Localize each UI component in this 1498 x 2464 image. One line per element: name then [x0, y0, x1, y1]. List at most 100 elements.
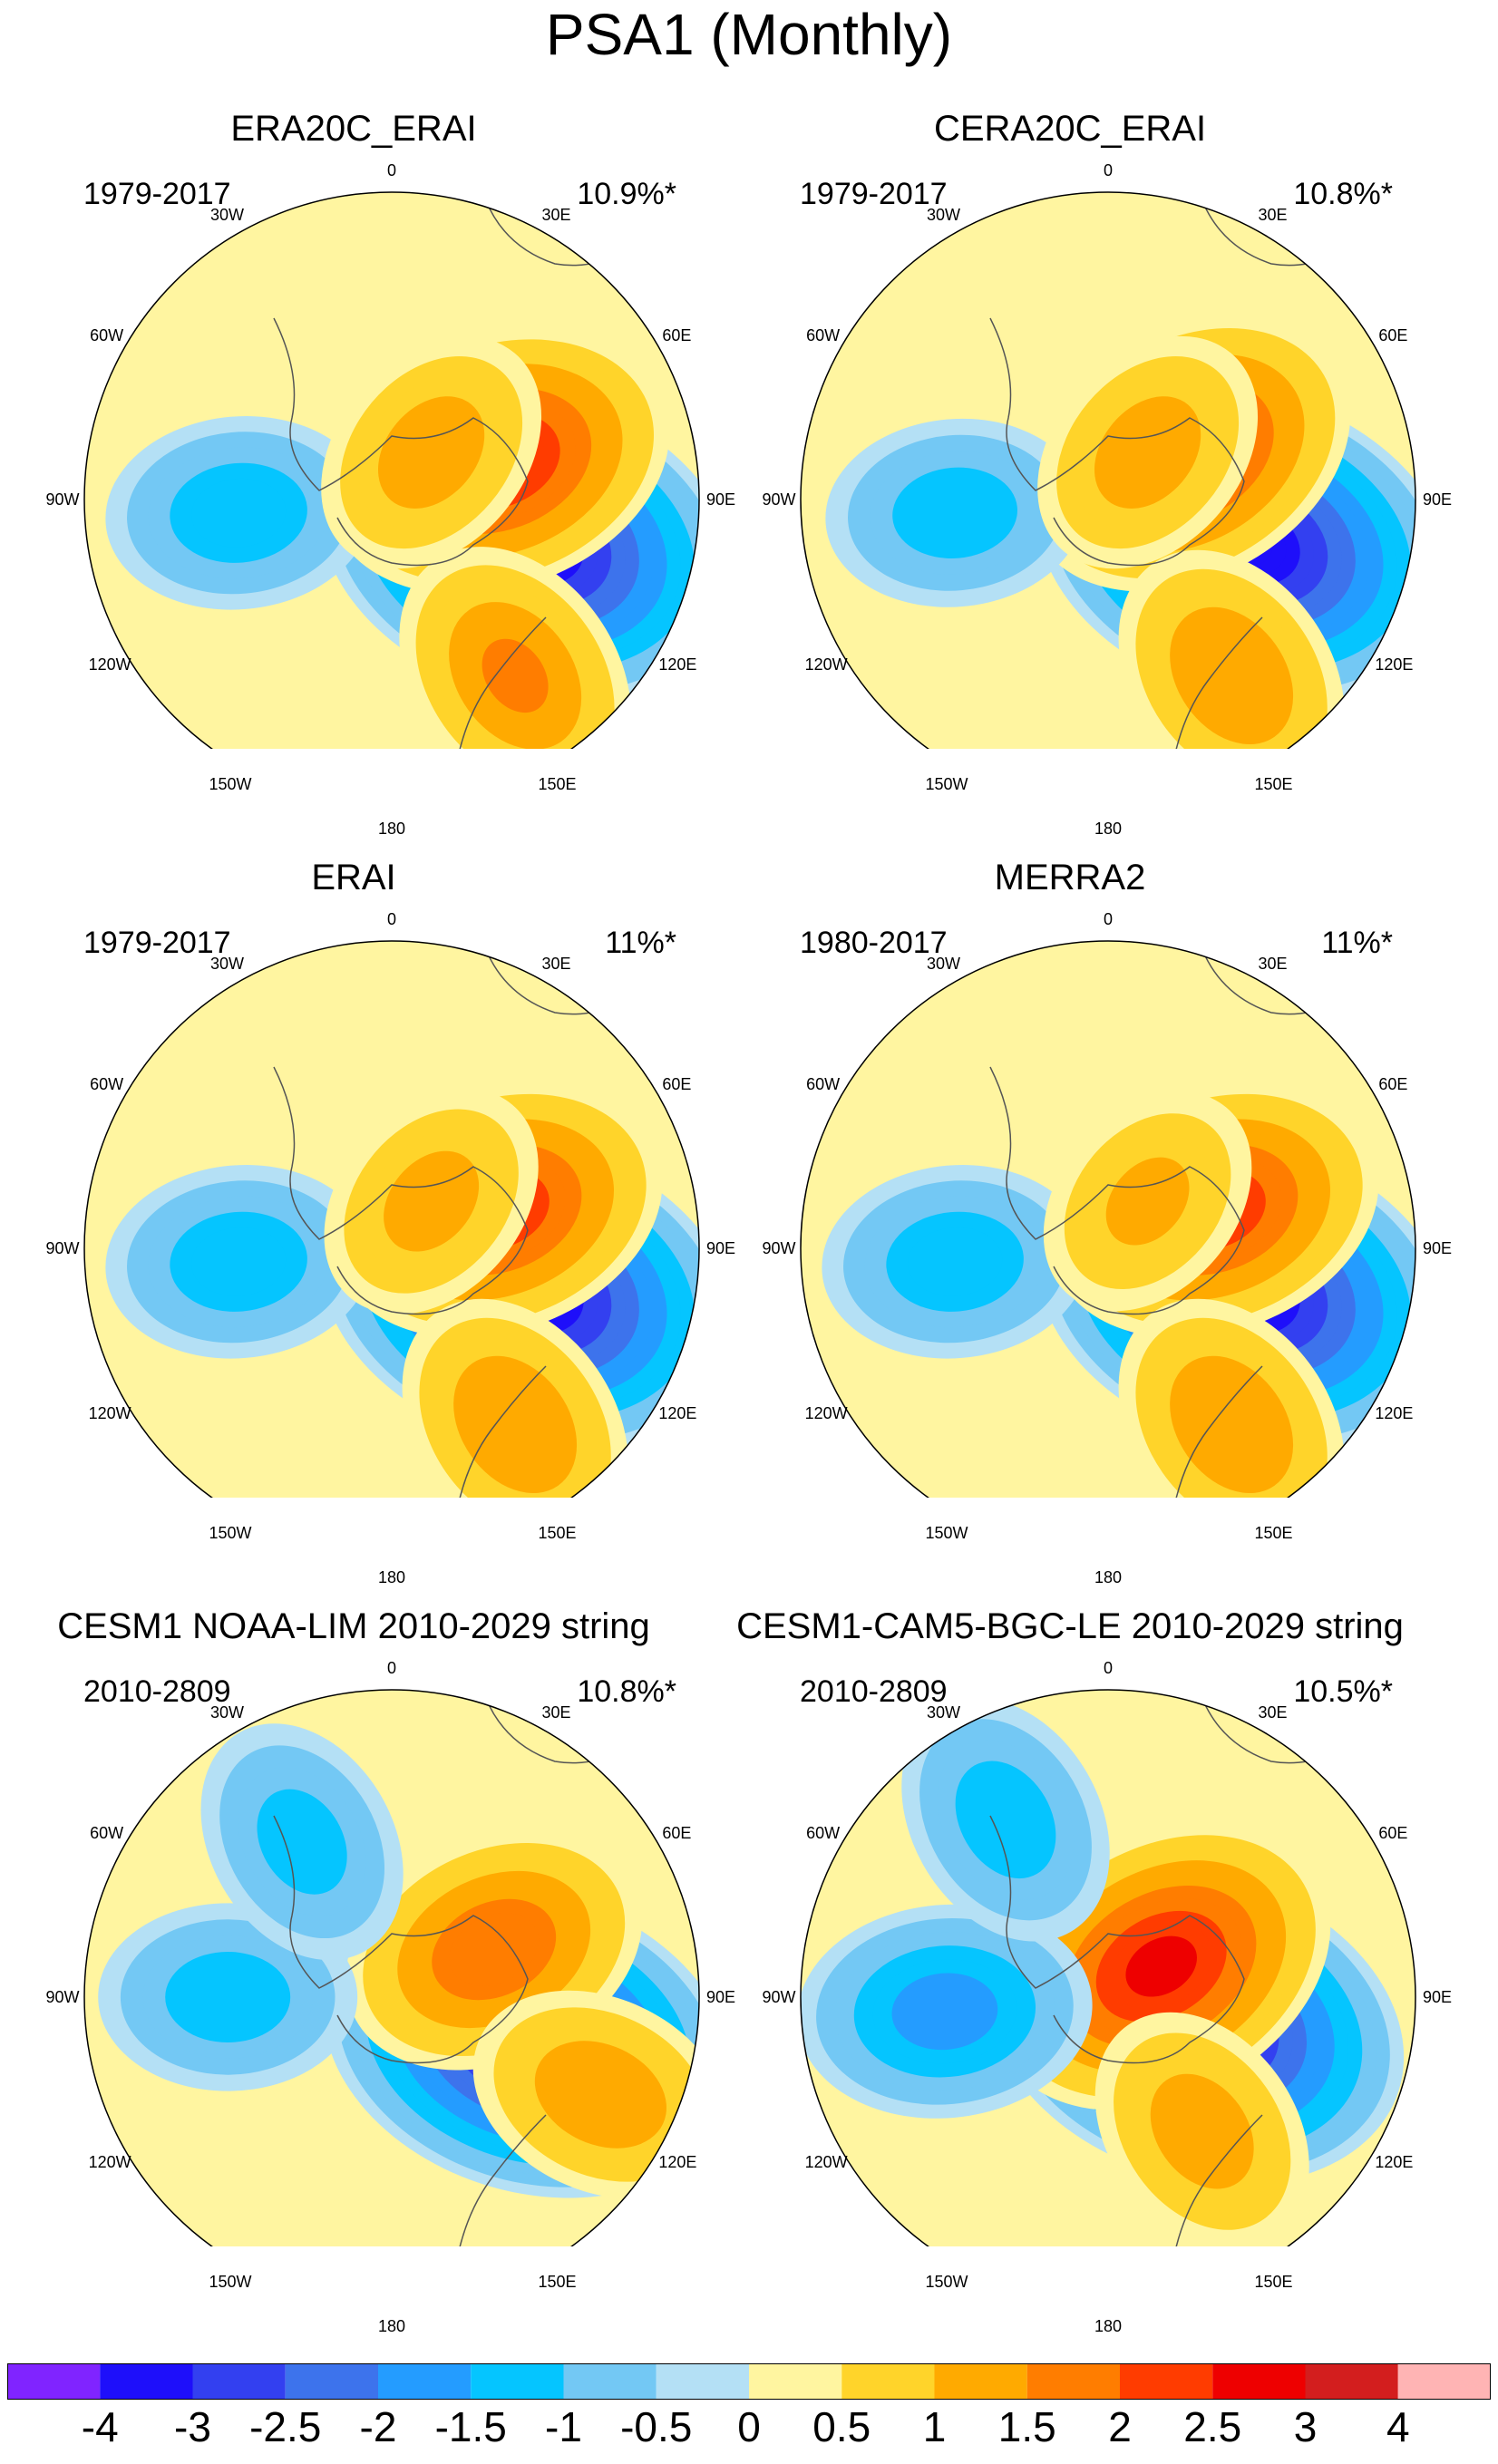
- longitude-label-150w: 150W: [925, 775, 968, 794]
- longitude-label-60w: 60W: [806, 325, 841, 344]
- longitude-label-90e: 90E: [1422, 1988, 1453, 2006]
- colorbar-swatch: [1120, 2363, 1213, 2400]
- panel-years: 1979-2017: [83, 926, 231, 960]
- anomaly-5-contour: [555, 2057, 647, 2132]
- longitude-label-90e: 90E: [705, 1239, 736, 1257]
- antarctica-coastline: [989, 1815, 1245, 2064]
- colorbar-tick-label: 2.5: [1183, 2403, 1242, 2450]
- colorbar-tick-label: 0.5: [812, 2403, 871, 2450]
- polar-map: [83, 191, 700, 749]
- antarctica-coastline: [273, 1815, 529, 2064]
- colorbar-tick-label: 4: [1386, 2403, 1410, 2450]
- antarctica-coastline: [273, 317, 529, 567]
- longitude-label-120w: 120W: [88, 1403, 131, 1422]
- australia-coastline: [454, 616, 547, 749]
- longitude-label-30w: 30W: [209, 1702, 244, 1722]
- anomaly-3-contour: [190, 478, 287, 548]
- longitude-label-150e: 150E: [538, 775, 577, 794]
- longitude-label-150w: 150W: [209, 2273, 252, 2292]
- longitude-label-120w: 120W: [804, 1403, 848, 1422]
- colorbar-swatch: [1026, 2363, 1120, 2400]
- longitude-label-0: 0: [386, 910, 396, 928]
- anomaly-4-contour: [257, 1789, 347, 1895]
- longitude-label-90w: 90W: [45, 1988, 80, 2006]
- longitude-label-90e: 90E: [1422, 490, 1453, 509]
- anomaly-5-contour: [377, 396, 485, 509]
- longitude-label-150e: 150E: [538, 2273, 577, 2292]
- longitude-label-30e: 30E: [1258, 954, 1288, 973]
- polar-map: [83, 1689, 700, 2246]
- map-panel-4: MERRA2 1980-2017 11%* 0 30E 60E 90E 120E 150E…: [716, 749, 1465, 1586]
- colorbar-swatch: [285, 2363, 378, 2400]
- panel-title: CERA20C_ERAI: [933, 109, 1207, 149]
- colorbar-swatch: [656, 2363, 749, 2400]
- polar-map: [800, 1689, 1416, 2246]
- colorbar-tick-label: -4: [81, 2403, 119, 2450]
- longitude-label-120e: 120E: [658, 1403, 697, 1422]
- longitude-label-60w: 60W: [806, 1074, 841, 1093]
- australia-coastline: [1171, 1365, 1263, 1498]
- colorbar-tick-label: -1.5: [434, 2403, 507, 2450]
- longitude-label-90e: 90E: [705, 490, 736, 509]
- longitude-label-30w: 30W: [926, 1702, 960, 1722]
- panel-years: 2010-2809: [83, 1674, 231, 1709]
- australia-coastline: [454, 1365, 547, 1498]
- longitude-label-30e: 30E: [541, 1702, 571, 1722]
- longitude-label-180: 180: [1094, 820, 1123, 838]
- colorbar-swatch: [100, 2363, 193, 2400]
- map-panel-6: CESM1-CAM5-BGC-LE 2010-2029 string 2010-…: [716, 1498, 1465, 2335]
- colorbar-tick-label: -2: [359, 2403, 397, 2450]
- longitude-label-120w: 120W: [88, 655, 131, 674]
- longitude-label-120e: 120E: [658, 655, 697, 674]
- map-border: [800, 1689, 1416, 2246]
- colorbar-tick-label: 1.5: [997, 2403, 1056, 2450]
- anomaly-4-contour: [1187, 626, 1277, 726]
- longitude-label-90e: 90E: [1422, 1239, 1453, 1257]
- longitude-label-60e: 60E: [662, 1074, 692, 1093]
- longitude-label-180: 180: [377, 2317, 406, 2335]
- longitude-label-60e: 60E: [1378, 1074, 1408, 1093]
- longitude-label-180: 180: [377, 1568, 406, 1586]
- longitude-label-150w: 150W: [209, 775, 252, 794]
- longitude-label-30w: 30W: [926, 954, 960, 973]
- colorbar: [7, 2363, 1491, 2400]
- colorbar-tick-label: 2: [1108, 2403, 1132, 2450]
- colorbar-swatch: [749, 2363, 842, 2400]
- longitude-label-60e: 60E: [662, 325, 692, 344]
- colorbar-swatch: [192, 2363, 286, 2400]
- longitude-label-90w: 90W: [762, 1239, 796, 1257]
- map-border: [83, 1689, 700, 2246]
- polar-map: [800, 940, 1416, 1498]
- longitude-label-60e: 60E: [1378, 325, 1408, 344]
- longitude-label-60w: 60W: [90, 1823, 124, 1842]
- longitude-label-0: 0: [386, 1659, 396, 1677]
- longitude-label-60e: 60E: [662, 1823, 692, 1842]
- map-border: [83, 940, 700, 1498]
- longitude-label-150w: 150W: [925, 1524, 968, 1543]
- polar-map: [800, 191, 1416, 749]
- colorbar-tick-label: 0: [737, 2403, 761, 2450]
- longitude-label-30e: 30E: [1258, 205, 1288, 224]
- anomaly-4-contour: [955, 1761, 1056, 1879]
- colorbar-tick-label: -3: [174, 2403, 211, 2450]
- colorbar-swatch: [563, 2363, 657, 2400]
- longitude-label-180: 180: [1094, 1568, 1123, 1586]
- longitude-label-180: 180: [377, 820, 406, 838]
- panel-variance: 10.8%*: [1293, 177, 1393, 211]
- australia-coastline: [454, 2114, 547, 2246]
- antarctica-coastline: [273, 1066, 529, 1315]
- antarctica-coastline: [989, 1066, 1245, 1315]
- panel-years: 2010-2809: [800, 1674, 948, 1709]
- longitude-label-60w: 60W: [806, 1823, 841, 1842]
- colorbar-swatch: [934, 2363, 1027, 2400]
- panel-variance: 10.5%*: [1293, 1674, 1393, 1709]
- panel-variance: 10.8%*: [577, 1674, 676, 1709]
- anomaly-4-contour: [1187, 1374, 1277, 1475]
- longitude-label-0: 0: [386, 161, 396, 179]
- panel-variance: 11%*: [605, 926, 676, 960]
- longitude-label-60w: 60W: [90, 325, 124, 344]
- map-panel-3: ERAI 1979-2017 11%* 0 30E 60E 90E 120E 150E 18…: [0, 749, 749, 1586]
- longitude-label-30w: 30W: [209, 954, 244, 973]
- colorbar-tick-label: -1: [545, 2403, 582, 2450]
- anomaly-2-contour: [449, 1913, 540, 1986]
